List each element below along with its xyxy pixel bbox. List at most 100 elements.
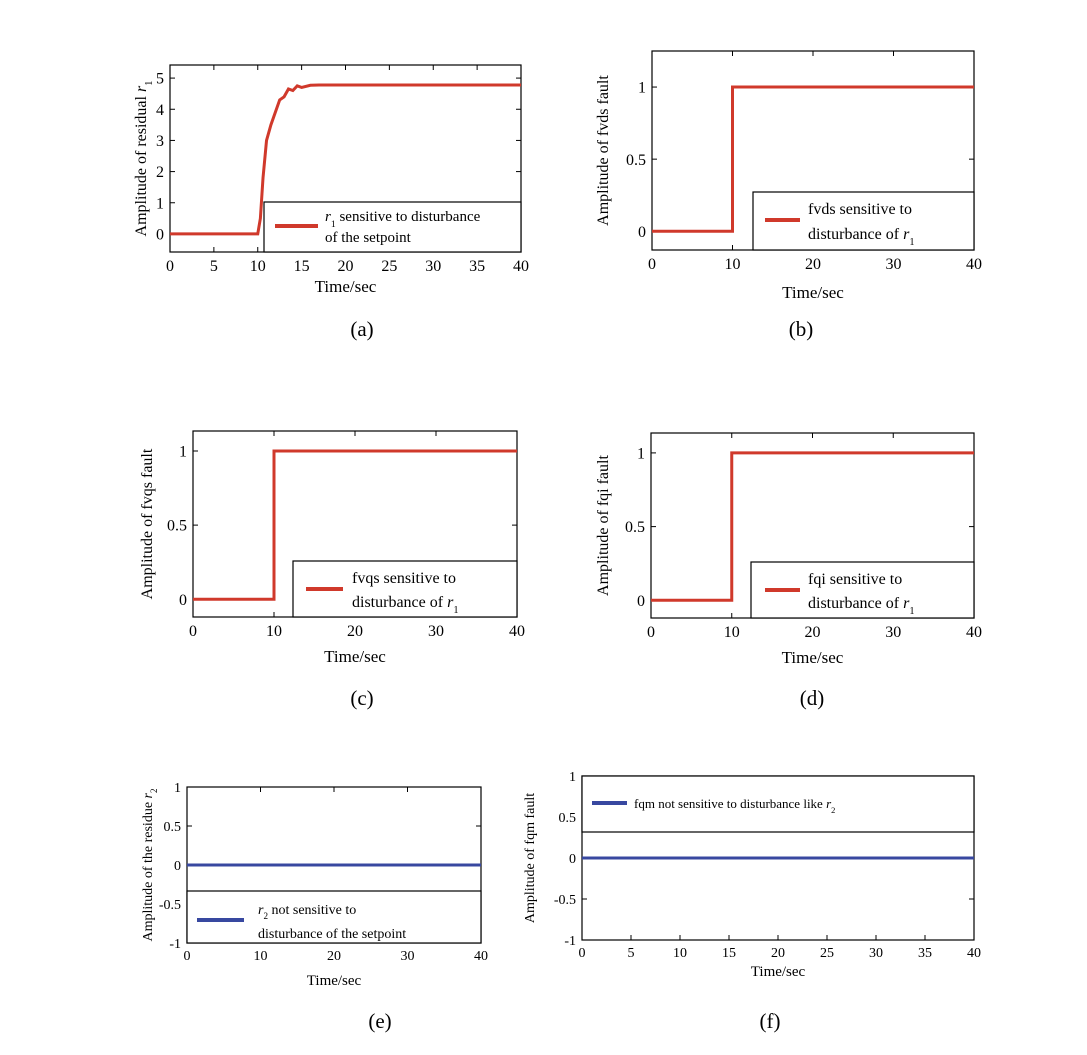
legend-label: fqm not sensitive to disturbance like r2 [634, 796, 835, 815]
y-tick-label: 0.5 [626, 152, 646, 169]
x-tick-label: 20 [327, 949, 341, 964]
x-tick-label: 40 [967, 946, 981, 961]
subplot-caption: (e) [368, 1009, 391, 1033]
x-tick-label: 35 [918, 946, 932, 961]
y-tick-label: 0.5 [164, 820, 182, 835]
x-tick-label: 25 [820, 946, 834, 961]
legend-label: disturbance of the setpoint [258, 927, 406, 942]
subplot-d: 0 10 20 30 40 0 0.5 1 fqi sensitive to disturbanc… [595, 432, 982, 710]
x-axis-label: Time/sec [751, 964, 806, 980]
x-tick-label: 30 [401, 949, 415, 964]
x-axis-label: Time/sec [307, 973, 362, 989]
y-tick-label: 0 [174, 859, 181, 874]
y-tick-label: 1 [179, 444, 187, 461]
x-tick-label: 20 [771, 946, 785, 961]
x-tick-label: 0 [189, 623, 197, 640]
subplot-c: 0 10 20 30 40 0 0.5 1 fvqs sensitive to disturban… [139, 430, 525, 710]
subplot-b: 0 10 20 30 40 0 0.5 1 fvds sensitive to disturban… [595, 50, 982, 341]
subplot-caption: (a) [350, 317, 373, 341]
legend-label: disturbance of r1 [808, 226, 915, 248]
x-tick-label: 20 [338, 258, 354, 275]
x-tick-label: 0 [648, 256, 656, 273]
series-line [652, 85, 974, 233]
x-tick-label: 40 [513, 258, 529, 275]
y-tick-label: 3 [156, 133, 164, 150]
legend-label: r2 not sensitive to [258, 903, 356, 921]
y-tick-label: 0.5 [625, 519, 645, 536]
y-tick-label: 0.5 [559, 811, 577, 826]
legend-label: disturbance of r1 [808, 595, 915, 617]
subplot-caption: (c) [350, 686, 373, 710]
x-tick-label: 10 [250, 258, 266, 275]
x-tick-label: 10 [254, 949, 268, 964]
x-tick-label: 30 [425, 258, 441, 275]
y-tick-label: 2 [156, 164, 164, 181]
subplot-a: 0 5 10 15 20 25 30 35 40 0 1 2 3 4 5 r1 sensitive to di… [133, 64, 529, 341]
y-tick-label: 1 [638, 80, 646, 97]
x-tick-label: 35 [469, 258, 485, 275]
y-axis-label: Amplitude of the residue r2 [141, 788, 159, 942]
legend-label: fvqs sensitive to [352, 570, 456, 587]
subplot-e: 0 10 20 30 40 -1 -0.5 0 0.5 1 r2 not sensitive to d… [141, 781, 488, 1033]
x-tick-label: 10 [266, 623, 282, 640]
y-tick-label: -0.5 [554, 893, 576, 908]
y-tick-label: 0 [637, 593, 645, 610]
legend-label: disturbance of r1 [352, 594, 459, 616]
x-tick-label: 40 [509, 623, 525, 640]
y-axis-label: Amplitude of fvqs fault [139, 448, 156, 599]
legend-box [186, 890, 482, 944]
y-tick-label: 1 [637, 446, 645, 463]
y-axis-label: Amplitude of fqm fault [523, 793, 538, 923]
y-tick-label: 1 [156, 195, 164, 212]
x-tick-label: 30 [885, 624, 901, 641]
y-tick-label: 0 [638, 224, 646, 241]
y-tick-label: 0 [179, 592, 187, 609]
legend: fqi sensitive to disturbance of r1 [750, 561, 975, 619]
y-tick-label: -1 [169, 937, 181, 952]
y-tick-label: -0.5 [159, 898, 181, 913]
x-tick-label: 5 [628, 946, 635, 961]
y-axis-label: Amplitude of fvds fault [595, 75, 612, 226]
subplot-f: 0 5 10 15 20 25 30 35 40 -1 -0.5 0 0.5 1 fqm not sensi… [523, 770, 981, 1033]
y-axis-label: Amplitude of residual r1 [133, 81, 155, 237]
x-axis-label: Time/sec [315, 277, 377, 296]
x-tick-label: 0 [647, 624, 655, 641]
y-tick-label: 0 [569, 852, 576, 867]
x-tick-label: 40 [966, 624, 982, 641]
x-axis-label: Time/sec [324, 647, 386, 666]
legend-label: of the setpoint [325, 230, 412, 246]
series-line [651, 451, 974, 602]
legend: fqm not sensitive to disturbance like r2 [581, 775, 975, 833]
legend: fvqs sensitive to disturbance of r1 [292, 560, 518, 618]
x-tick-label: 30 [886, 256, 902, 273]
subplot-caption: (d) [800, 686, 825, 710]
series-line [170, 83, 521, 236]
x-tick-label: 10 [725, 256, 741, 273]
y-tick-label: 0.5 [167, 518, 187, 535]
x-axis-label: Time/sec [782, 283, 844, 302]
x-axis-label: Time/sec [782, 648, 844, 667]
x-tick-label: 40 [966, 256, 982, 273]
legend: r2 not sensitive to disturbance of the se… [186, 890, 482, 944]
y-tick-label: 4 [156, 102, 164, 119]
x-tick-label: 15 [722, 946, 736, 961]
x-tick-label: 0 [166, 258, 174, 275]
legend-box [581, 775, 975, 833]
legend-label: fqi sensitive to [808, 571, 902, 588]
x-tick-label: 0 [579, 946, 586, 961]
series-line [193, 449, 517, 601]
y-axis-label: Amplitude of fqi fault [595, 455, 612, 596]
subplot-caption: (f) [760, 1009, 781, 1033]
x-tick-label: 40 [474, 949, 488, 964]
legend-label: r1 sensitive to disturbance [325, 209, 481, 230]
x-tick-label: 30 [428, 623, 444, 640]
y-tick-label: 5 [156, 71, 164, 88]
x-tick-label: 10 [673, 946, 687, 961]
y-tick-label: 1 [174, 781, 181, 796]
x-tick-label: 5 [210, 258, 218, 275]
x-tick-label: 25 [381, 258, 397, 275]
legend: fvds sensitive to disturbance of r1 [752, 191, 975, 251]
x-tick-label: 30 [869, 946, 883, 961]
